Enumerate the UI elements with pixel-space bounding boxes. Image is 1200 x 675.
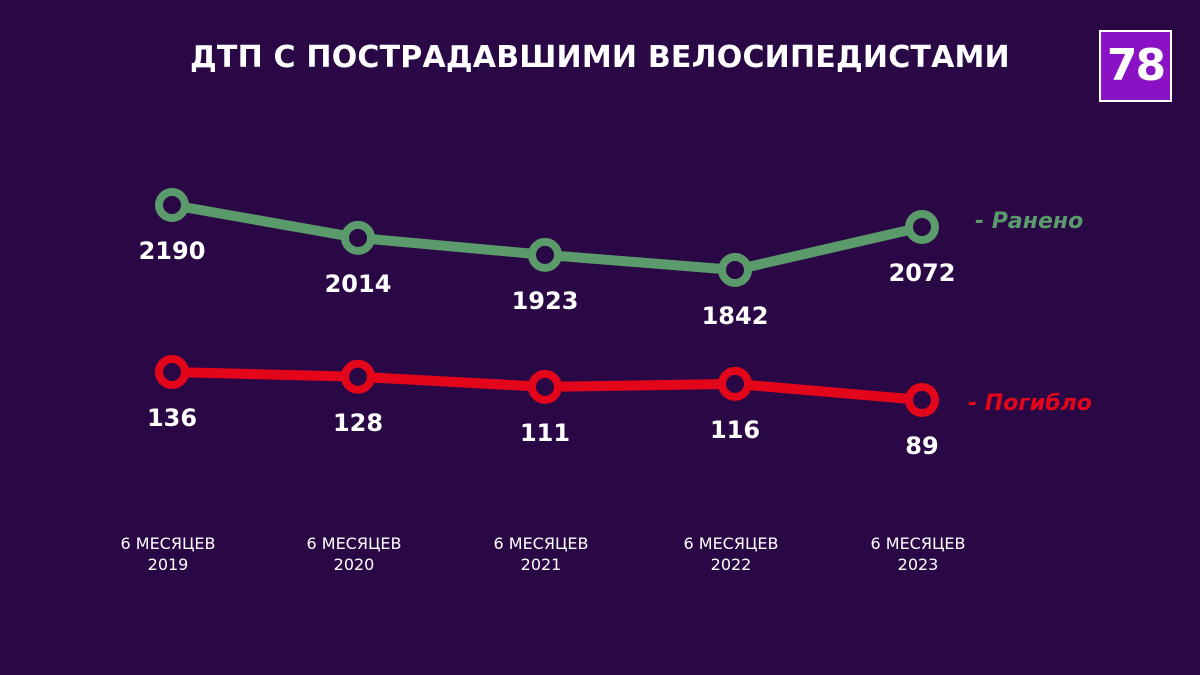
data-label-killed: 89	[905, 432, 938, 460]
data-label-injured: 1842	[702, 302, 769, 330]
x-tick-label: 6 МЕСЯЦЕВ 2023	[871, 534, 966, 574]
data-label-killed: 136	[147, 404, 197, 432]
data-label-injured: 2072	[889, 259, 956, 287]
data-label-killed: 128	[333, 409, 383, 437]
data-point-killed	[341, 359, 375, 394]
data-label-injured: 2190	[139, 237, 206, 265]
data-point-injured	[155, 188, 189, 222]
data-point-killed	[718, 366, 752, 401]
legend-killed: - Погибло	[968, 391, 1092, 416]
data-label-killed: 111	[520, 419, 570, 447]
data-point-killed	[155, 355, 189, 389]
x-tick-label: 6 МЕСЯЦЕВ 2019	[121, 534, 216, 574]
data-point-injured	[528, 237, 562, 272]
data-point-injured	[905, 210, 939, 245]
x-tick-label: 6 МЕСЯЦЕВ 2022	[684, 534, 779, 574]
data-point-killed	[905, 383, 939, 417]
data-point-injured	[718, 253, 752, 287]
x-tick-label: 6 МЕСЯЦЕВ 2021	[494, 534, 589, 574]
legend-injured: - Ранено	[975, 209, 1083, 234]
page-title: ДТП С ПОСТРАДАВШИМИ ВЕЛОСИПЕДИСТАМИ	[190, 40, 1010, 75]
x-tick-label: 6 МЕСЯЦЕВ 2020	[307, 534, 402, 574]
data-label-injured: 1923	[512, 287, 579, 315]
data-label-injured: 2014	[325, 270, 392, 298]
channel-78-logo: 78	[1099, 30, 1172, 102]
data-point-injured	[341, 220, 375, 255]
data-point-killed	[528, 369, 562, 404]
data-label-killed: 116	[710, 416, 760, 444]
